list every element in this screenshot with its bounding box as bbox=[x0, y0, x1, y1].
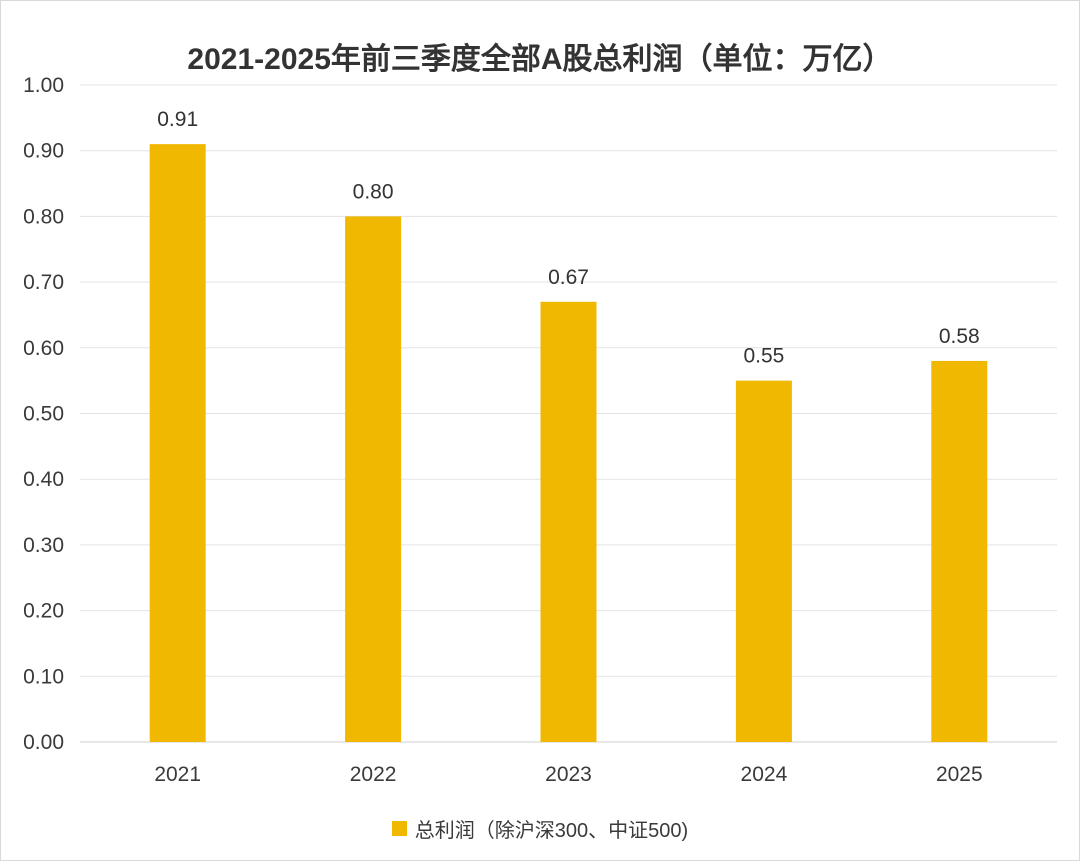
bar-2025 bbox=[931, 360, 988, 742]
y-tick-label: 1.00 bbox=[23, 74, 64, 97]
legend-label: 总利润（除沪深300、中证500) bbox=[414, 820, 689, 842]
y-tick-label: 0.70 bbox=[23, 271, 64, 294]
bar-2024 bbox=[735, 380, 792, 742]
legend-swatch bbox=[391, 821, 407, 836]
y-axis: 0.00 0.10 0.20 0.30 0.40 0.50 0.60 0.70 0.80 0.90… bbox=[23, 74, 64, 754]
data-label-2022: 0.80 bbox=[353, 180, 394, 203]
bars bbox=[149, 144, 988, 742]
y-tick-label: 0.30 bbox=[23, 534, 64, 557]
data-label-2025: 0.58 bbox=[939, 325, 980, 348]
y-tick-label: 0.00 bbox=[23, 731, 64, 754]
y-tick-label: 0.60 bbox=[23, 337, 64, 360]
x-tick-label: 2022 bbox=[350, 763, 397, 786]
bar-2022 bbox=[345, 216, 402, 742]
x-tick-label: 2024 bbox=[741, 763, 788, 786]
legend: 总利润（除沪深300、中证500) bbox=[0, 814, 1080, 843]
data-label-2021: 0.91 bbox=[157, 108, 198, 131]
y-tick-label: 0.40 bbox=[23, 468, 64, 491]
bar-2021 bbox=[149, 144, 206, 742]
x-tick-label: 2023 bbox=[545, 763, 592, 786]
y-tick-label: 0.10 bbox=[23, 665, 64, 688]
data-label-2023: 0.67 bbox=[548, 266, 589, 289]
y-tick-label: 0.90 bbox=[23, 140, 64, 163]
y-tick-label: 0.20 bbox=[23, 600, 64, 623]
y-tick-label: 0.50 bbox=[23, 403, 64, 426]
x-tick-label: 2025 bbox=[936, 763, 983, 786]
chart-title: 2021-2025年前三季度全部A股总利润（单位：万亿） bbox=[187, 43, 893, 76]
bar-2023 bbox=[540, 301, 597, 742]
x-axis: 2021 2022 2023 2024 2025 bbox=[154, 763, 982, 786]
x-tick-label: 2021 bbox=[154, 763, 201, 786]
y-tick-label: 0.80 bbox=[23, 205, 64, 228]
data-label-2024: 0.55 bbox=[743, 345, 784, 368]
data-labels: 0.91 0.80 0.67 0.55 0.58 bbox=[157, 108, 979, 368]
